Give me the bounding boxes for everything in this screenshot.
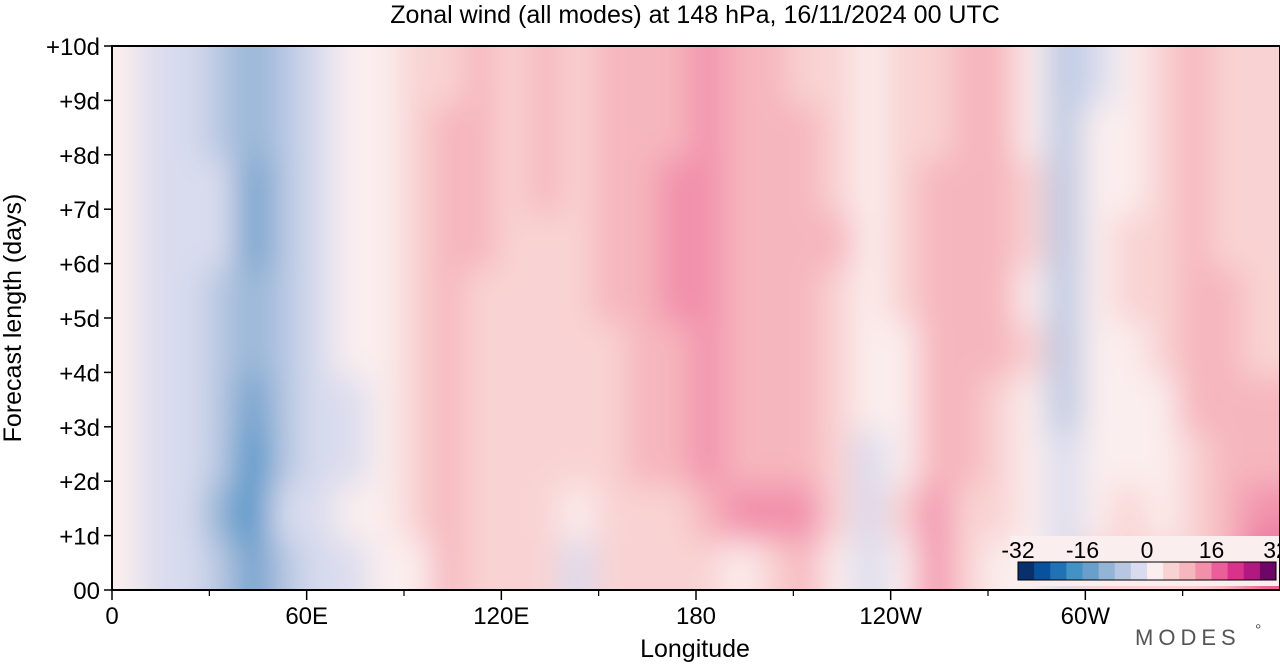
colorbar-swatch: [1227, 562, 1245, 580]
colorbar: -32 -16 0 16 32: [1001, 536, 1280, 586]
colorbar-frame: [1017, 561, 1277, 581]
colorbar-label: 0: [1141, 537, 1154, 563]
heatmap-cell: [1242, 258, 1280, 323]
colorbar-swatch: [1259, 562, 1277, 580]
heatmap-cell: [1242, 421, 1280, 487]
modes-logo: MODES °: [1135, 622, 1261, 650]
colorbar-swatch: [1066, 562, 1083, 580]
colorbar-swatch: [1179, 562, 1196, 580]
heatmap-cell: [1242, 367, 1280, 432]
y-tick-label: +9d: [59, 88, 100, 115]
x-tick-label: 60W: [1061, 603, 1111, 630]
heatmap-cell: [1242, 46, 1280, 106]
colorbar-swatch: [1082, 562, 1100, 580]
x-tick-label: 60E: [285, 603, 328, 630]
modes-logo-mark: °: [1255, 622, 1261, 639]
colorbar-swatch: [1243, 562, 1261, 580]
heatmap-cell: [1242, 313, 1280, 378]
colorbar-label: 32: [1263, 537, 1280, 563]
x-axis: 0 60E 120E 180 120W 60W: [105, 590, 1184, 630]
colorbar-swatch: [1163, 562, 1180, 580]
x-tick-label: 0: [105, 603, 118, 630]
y-axis-label: Forecast length (days): [0, 194, 27, 443]
y-tick-label: +7d: [59, 197, 100, 224]
y-tick-label: +2d: [59, 469, 100, 496]
y-tick-label: +4d: [59, 360, 100, 387]
colorbar-swatch: [1098, 562, 1116, 580]
colorbar-label: -16: [1066, 537, 1099, 563]
heatmap-cell: [1242, 204, 1280, 269]
y-tick-label: +5d: [59, 306, 100, 333]
heatmap-field: [112, 46, 1280, 590]
y-axis: 00 +1d +2d +3d +4d +5d +6d +7d +8d +9d +10d: [46, 34, 112, 605]
y-tick-label: +1d: [59, 524, 100, 551]
colorbar-swatch: [1211, 562, 1229, 580]
colorbar-swatch: [1050, 562, 1067, 580]
colorbar-swatch: [1130, 562, 1148, 580]
y-tick-label: 00: [73, 578, 100, 605]
heatmap-cell: [1242, 149, 1280, 215]
colorbar-swatch: [1147, 562, 1164, 580]
heatmap-cell: [1242, 95, 1280, 160]
colorbar-label: -32: [1001, 537, 1034, 563]
heatmap-cell: [1242, 476, 1280, 541]
y-tick-label: +3d: [59, 415, 100, 442]
colorbar-swatch: [1195, 562, 1212, 580]
colorbar-swatch: [1114, 562, 1132, 580]
plot-area: [112, 46, 1280, 590]
colorbar-label: 16: [1199, 537, 1225, 563]
colorbar-swatch: [1018, 562, 1035, 580]
y-tick-label: +6d: [59, 252, 100, 279]
y-tick-label: +8d: [59, 143, 100, 170]
x-tick-label: 120W: [859, 603, 922, 630]
x-tick-label: 180: [676, 603, 716, 630]
x-tick-label: 120E: [473, 603, 529, 630]
x-axis-label: Longitude: [640, 635, 750, 663]
modes-logo-text: MODES: [1135, 625, 1241, 650]
colorbar-swatch: [1034, 562, 1051, 580]
y-tick-label: +10d: [46, 34, 100, 61]
chart-title: Zonal wind (all modes) at 148 hPa, 16/11…: [390, 1, 1000, 29]
